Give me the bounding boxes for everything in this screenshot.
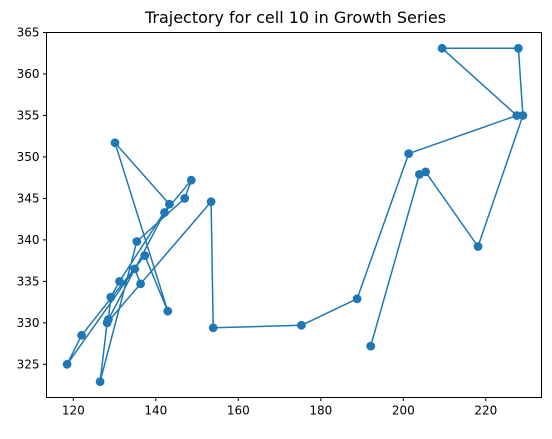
data-point xyxy=(130,264,140,274)
y-tick-label: 360 xyxy=(17,67,40,81)
data-point xyxy=(518,111,528,120)
y-tick-label: 325 xyxy=(17,357,40,371)
x-tick-label: 200 xyxy=(392,404,415,418)
data-point xyxy=(106,292,116,302)
data-point xyxy=(421,167,430,177)
x-tick-label: 220 xyxy=(474,404,497,418)
data-point xyxy=(136,279,146,289)
data-point xyxy=(473,242,483,251)
data-point xyxy=(352,294,362,304)
data-point xyxy=(186,175,196,185)
y-tick-label: 355 xyxy=(17,108,40,122)
data-point xyxy=(180,194,190,203)
data-point xyxy=(160,208,169,217)
data-point xyxy=(104,315,113,324)
x-tick-label: 160 xyxy=(227,404,250,418)
data-point xyxy=(165,199,174,209)
y-tick-label: 340 xyxy=(17,233,40,247)
data-point xyxy=(512,111,522,120)
data-point xyxy=(366,341,376,351)
chart-title: Trajectory for cell 10 in Growth Series xyxy=(144,8,446,27)
y-tick-label: 365 xyxy=(17,26,40,40)
data-point xyxy=(514,43,523,53)
plot-layer xyxy=(62,43,528,387)
data-point xyxy=(77,330,86,340)
x-tick-label: 120 xyxy=(62,404,85,418)
y-tick-label: 350 xyxy=(17,150,40,164)
data-point xyxy=(163,306,173,316)
x-axis: 120 140 160 180 200 220 xyxy=(62,397,497,418)
data-point xyxy=(132,237,142,246)
y-tick-label: 335 xyxy=(17,274,40,288)
y-tick-label: 330 xyxy=(17,316,40,330)
data-point xyxy=(110,138,120,148)
data-point xyxy=(140,251,150,260)
data-point xyxy=(297,320,306,330)
x-tick-label: 180 xyxy=(309,404,332,418)
data-point xyxy=(62,359,72,369)
data-point xyxy=(208,323,218,333)
data-point xyxy=(115,277,124,286)
data-point xyxy=(437,43,447,53)
y-tick-label: 345 xyxy=(17,191,40,205)
y-axis: 325 330 335 340 345 350 355 360 365 xyxy=(17,26,47,371)
x-tick-label: 140 xyxy=(144,404,167,418)
axes-frame xyxy=(46,32,542,398)
data-point xyxy=(95,377,105,387)
data-point xyxy=(206,197,216,207)
series-line xyxy=(66,47,524,383)
data-point xyxy=(404,149,414,159)
